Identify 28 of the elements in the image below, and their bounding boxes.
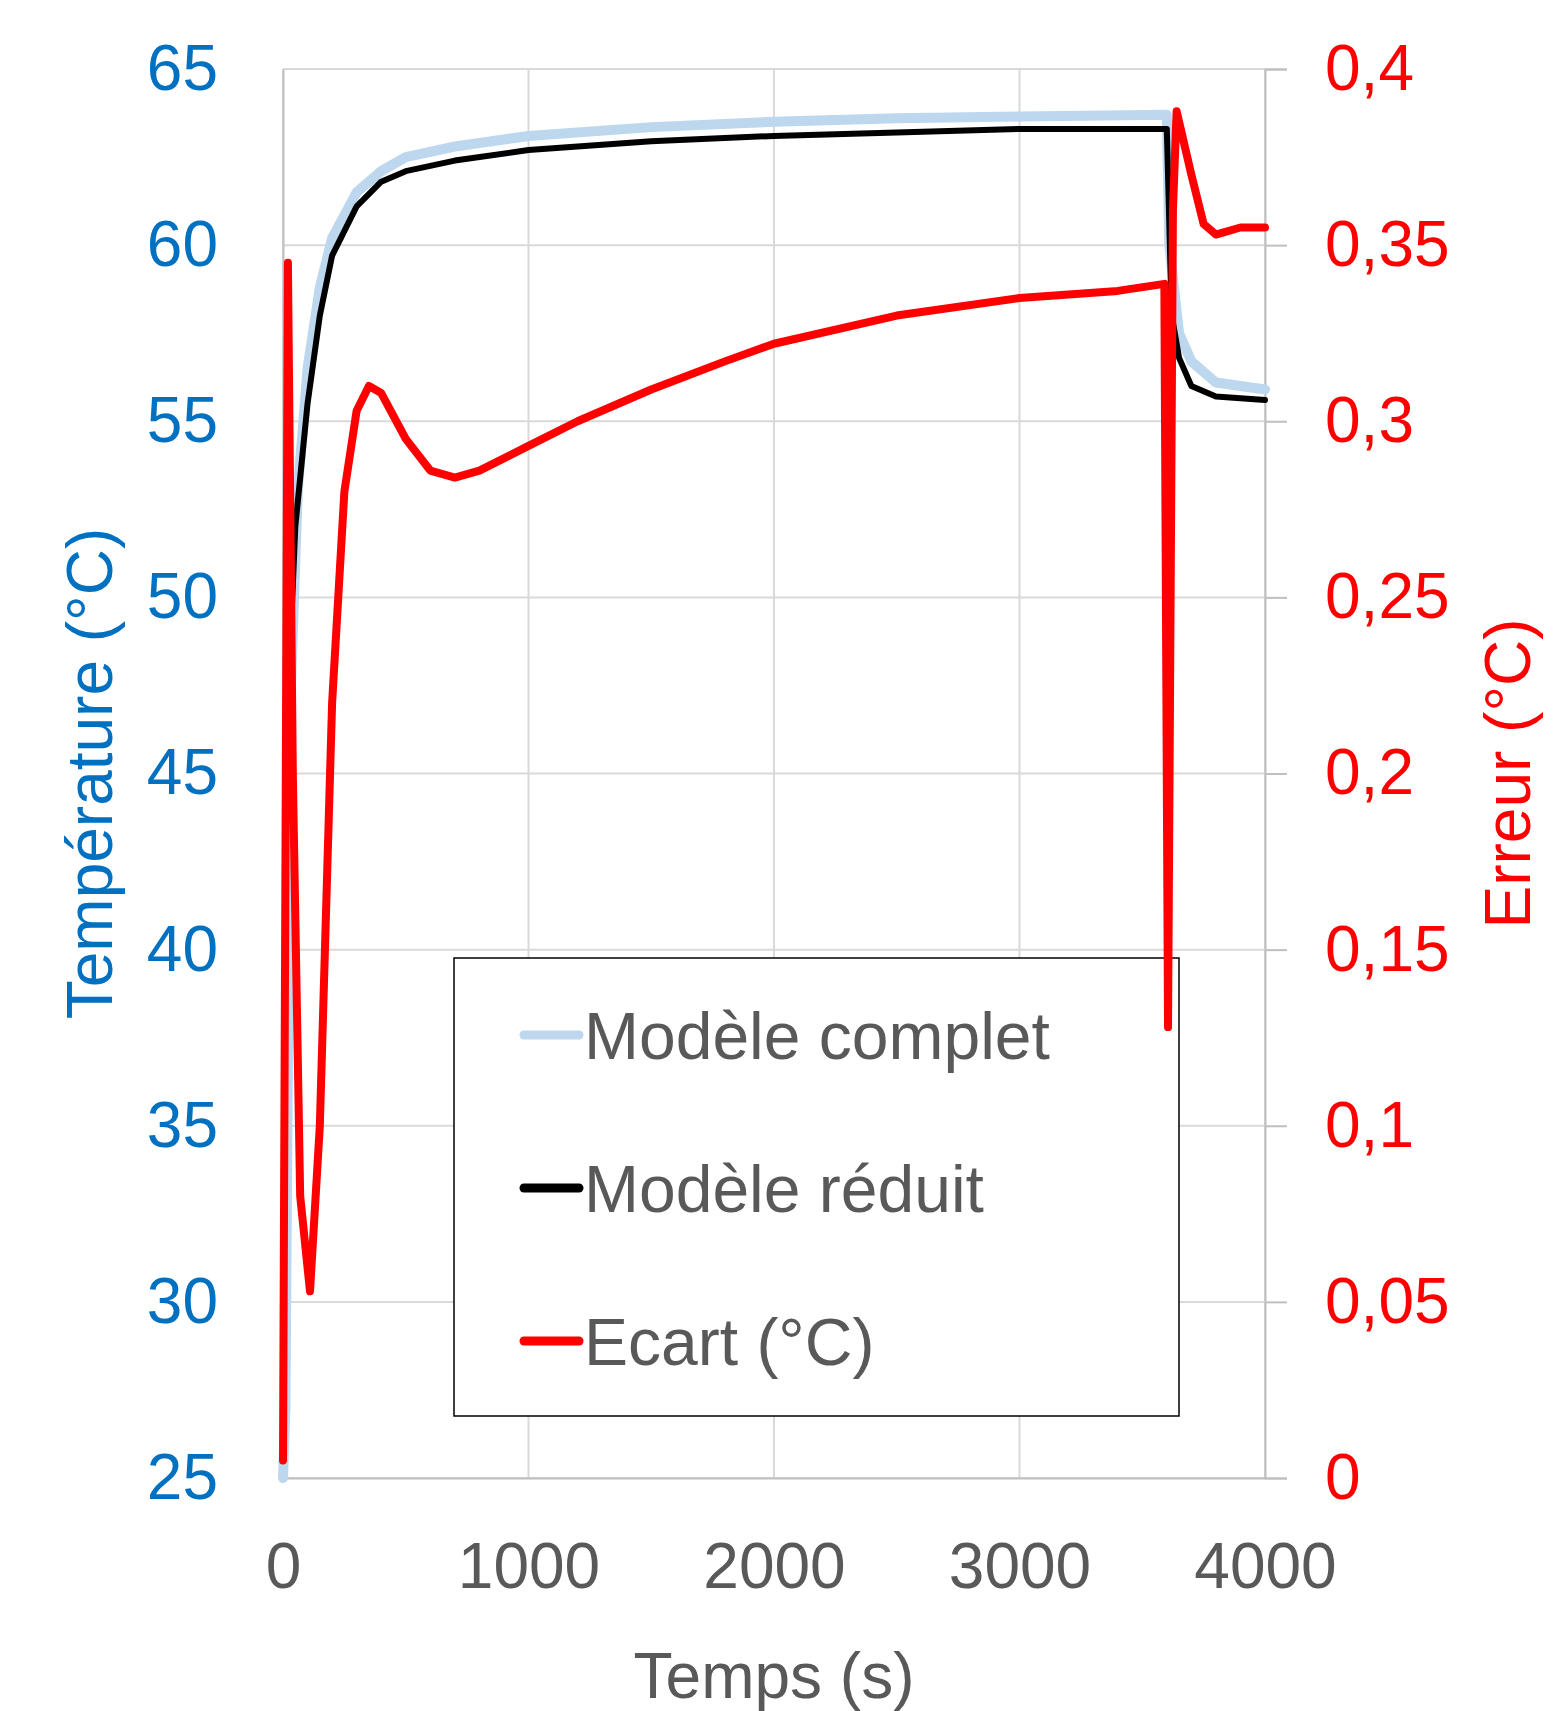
y-tick-label: 35 [146, 1088, 218, 1161]
y-tick-label: 40 [146, 912, 218, 985]
y2-axis-title: Erreur (°C) [1472, 618, 1544, 929]
y2-tick-label: 0,1 [1325, 1088, 1414, 1161]
y2-tick-label: 0,4 [1325, 31, 1414, 104]
legend-label: Modèle réduit [584, 1152, 984, 1226]
x-tick-label: 3000 [948, 1530, 1092, 1603]
y2-tick-label: 0,05 [1325, 1264, 1450, 1337]
legend-label: Modèle complet [584, 999, 1050, 1073]
legend-label: Ecart (°C) [584, 1305, 875, 1379]
x-tick-label: 1000 [457, 1530, 601, 1603]
y-axis-title: Température (°C) [54, 527, 126, 1020]
x-tick-label: 0 [265, 1530, 302, 1603]
y2-tick-label: 0 [1325, 1440, 1361, 1513]
x-tick-label: 2000 [703, 1530, 846, 1603]
y-tick-label: 55 [146, 384, 218, 457]
y2-tick-label: 0,3 [1325, 384, 1414, 457]
y-tick-label: 25 [146, 1440, 218, 1513]
y2-tick-label: 0,2 [1325, 736, 1414, 809]
y2-tick-label: 0,35 [1325, 208, 1450, 281]
y-tick-label: 65 [146, 31, 218, 104]
y-tick-label: 30 [146, 1264, 218, 1337]
y-tick-label: 45 [146, 736, 218, 809]
y-tick-label: 60 [146, 208, 218, 281]
y-tick-label: 50 [146, 560, 218, 633]
y2-tick-label: 0,25 [1325, 560, 1450, 633]
x-tick-label: 4000 [1194, 1530, 1337, 1603]
y2-tick-label: 0,15 [1325, 912, 1450, 985]
